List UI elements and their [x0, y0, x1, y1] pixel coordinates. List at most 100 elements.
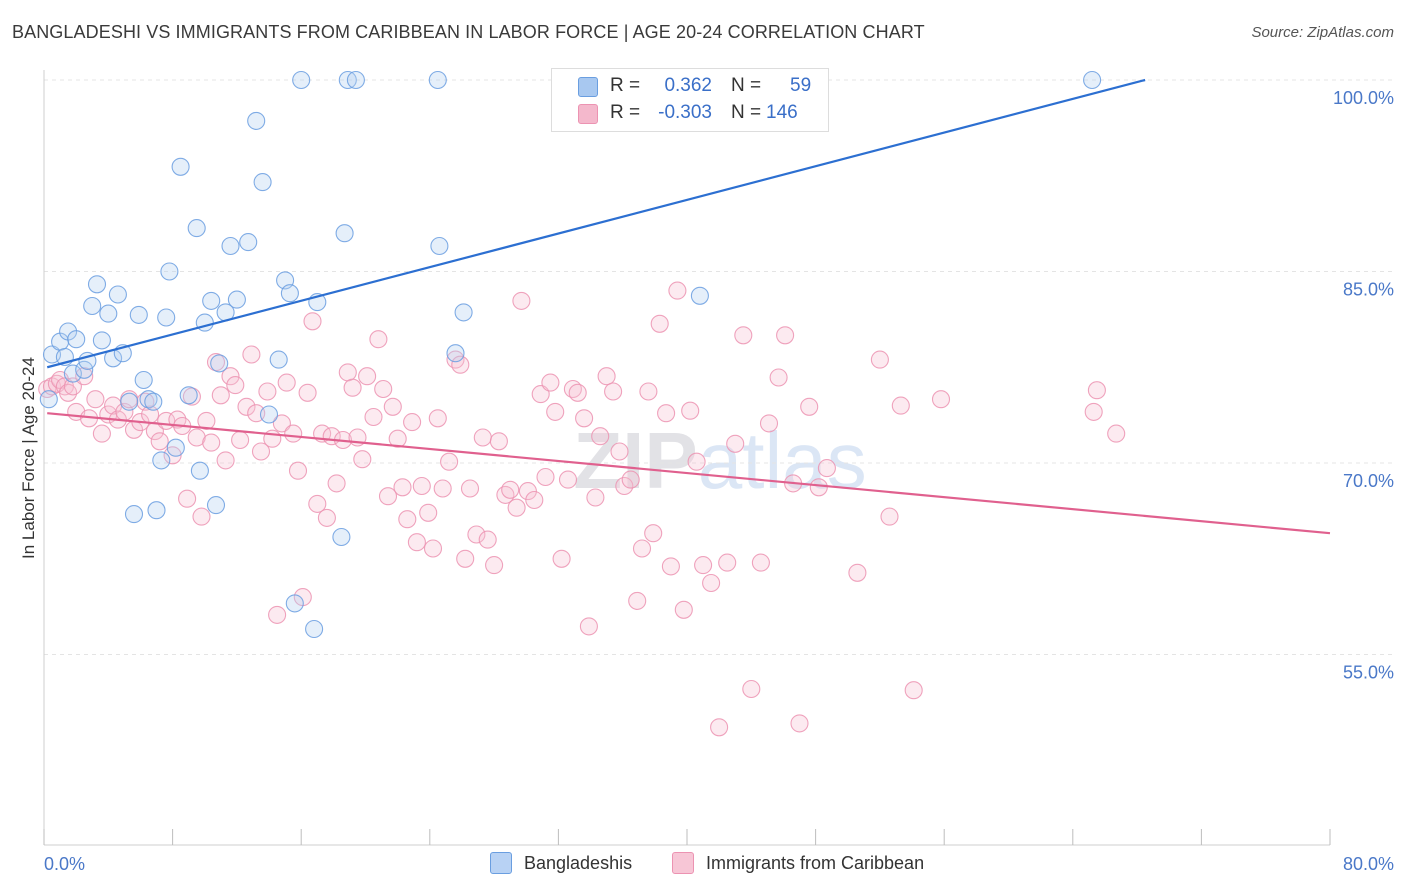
data-point-bangladeshi [67, 330, 86, 349]
data-point-caribbean [586, 488, 605, 507]
data-point-caribbean [674, 600, 693, 619]
data-point-caribbean [661, 557, 680, 576]
data-point-caribbean [496, 485, 515, 504]
data-point-caribbean [288, 461, 308, 480]
data-point-bangladeshi [202, 291, 221, 310]
watermark-atlas: atlas [698, 416, 867, 505]
data-point-caribbean [687, 452, 706, 471]
data-point-caribbean [374, 379, 393, 399]
chart-title: BANGLADESHI VS IMMIGRANTS FROM CARIBBEAN… [12, 22, 925, 42]
data-point-caribbean [591, 427, 610, 446]
data-point-caribbean [621, 470, 640, 489]
data-point-caribbean [546, 402, 565, 421]
data-point-caribbean [456, 549, 475, 568]
data-point-caribbean [451, 355, 470, 374]
data-point-caribbean [419, 503, 438, 522]
legend-swatch-caribbean [672, 852, 694, 874]
data-point-bangladeshi [139, 390, 158, 409]
data-point-caribbean [759, 414, 779, 433]
data-point-bangladeshi [690, 286, 709, 305]
stats-legend: R = 0.362 N = 59 R = -0.303 N = 146 [551, 68, 829, 132]
data-point-caribbean [644, 524, 663, 543]
data-point-caribbean [202, 433, 221, 452]
data-point-caribbean [558, 470, 578, 489]
data-point-bangladeshi [292, 70, 311, 90]
data-point-caribbean [1087, 381, 1106, 400]
data-point-caribbean [251, 442, 271, 461]
data-point-caribbean [790, 714, 809, 733]
legend-n-value: 59 [790, 75, 812, 96]
data-point-bangladeshi [144, 392, 163, 411]
data-point-caribbean [460, 479, 480, 498]
data-point-bangladeshi [285, 594, 304, 613]
data-point-caribbean [75, 367, 94, 386]
data-point-caribbean [242, 345, 261, 364]
data-point-caribbean [575, 409, 594, 428]
data-point-caribbean [531, 385, 550, 404]
data-point-caribbean [776, 326, 795, 345]
data-point-caribbean [478, 530, 497, 549]
data-point-caribbean [769, 368, 788, 387]
data-point-bangladeshi [210, 354, 229, 373]
data-point-caribbean [568, 383, 587, 402]
data-point-caribbean [904, 681, 923, 700]
data-point-bangladeshi [454, 303, 473, 322]
data-point-caribbean [343, 378, 362, 397]
data-point-caribbean [277, 373, 296, 392]
gridlines [44, 79, 1394, 655]
data-point-caribbean [272, 414, 291, 433]
legend-item-caribbean: Immigrants from Caribbean [672, 852, 924, 874]
data-point-caribbean [237, 397, 256, 416]
data-point-caribbean [187, 428, 206, 447]
data-point-bangladeshi [63, 364, 82, 383]
data-point-bangladeshi [190, 461, 209, 480]
data-point-caribbean [800, 397, 819, 416]
data-point-caribbean [178, 489, 197, 508]
axes [43, 70, 1331, 846]
data-point-bangladeshi [206, 496, 226, 515]
data-point-caribbean [615, 476, 634, 496]
data-point-caribbean [610, 442, 629, 461]
data-point-caribbean [369, 330, 388, 349]
data-point-caribbean [817, 459, 836, 478]
data-point-caribbean [63, 377, 82, 396]
data-point-caribbean [192, 507, 211, 526]
data-point-caribbean [710, 718, 729, 737]
data-point-bangladeshi [187, 219, 206, 238]
y-tick-label: 70.0% [1343, 471, 1394, 491]
data-point-caribbean [489, 432, 508, 451]
x-tick-label-min: 0.0% [44, 854, 85, 874]
data-point-bangladeshi [221, 236, 240, 256]
source-label: Source: ZipAtlas.com [1251, 24, 1394, 41]
data-point-bangladeshi [430, 236, 449, 256]
data-point-bangladeshi [253, 173, 272, 192]
data-point-bangladeshi [108, 285, 127, 304]
data-point-caribbean [718, 553, 737, 572]
data-point-caribbean [742, 679, 761, 699]
legend-item-bangladeshis: Bangladeshis [490, 852, 632, 874]
data-point-caribbean [734, 326, 753, 345]
data-point-caribbean [891, 396, 910, 415]
y-tick-label: 85.0% [1343, 280, 1394, 300]
data-point-caribbean [668, 281, 687, 300]
data-point-bangladeshi [179, 386, 198, 405]
data-point-bangladeshi [346, 70, 365, 90]
data-point-bangladeshi [92, 331, 111, 350]
data-point-caribbean [317, 508, 336, 527]
data-point-caribbean [507, 498, 526, 517]
data-point-caribbean [604, 382, 623, 401]
data-point-caribbean [358, 367, 377, 386]
legend-n-label: N = [731, 102, 762, 123]
data-point-caribbean [694, 556, 713, 575]
data-point-caribbean [412, 476, 431, 496]
data-point-caribbean [639, 382, 658, 401]
y-tick-label: 100.0% [1333, 88, 1394, 108]
data-point-caribbean [303, 312, 322, 331]
data-point-bangladeshi [171, 157, 190, 176]
data-point-caribbean [258, 382, 277, 401]
data-point-caribbean [327, 474, 346, 493]
data-point-caribbean [364, 407, 383, 427]
data-point-caribbean [657, 404, 676, 423]
data-point-caribbean [536, 467, 555, 487]
